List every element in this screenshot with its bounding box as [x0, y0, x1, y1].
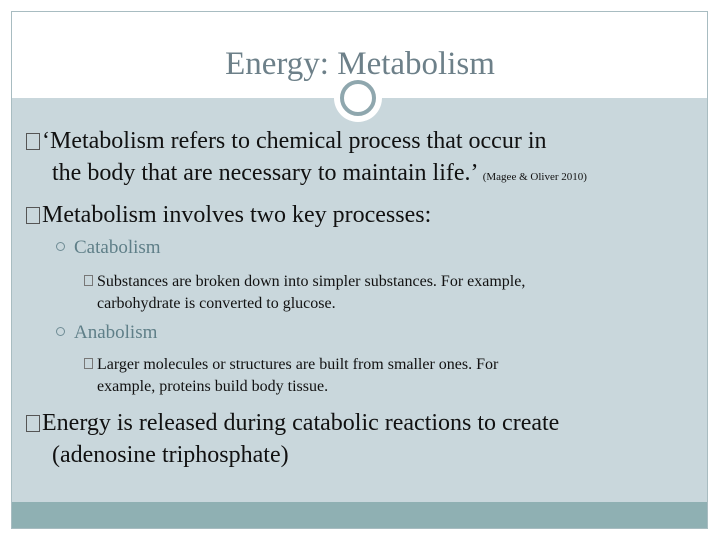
bullet-1-text-1: ‘Metabolism refers to chemical process t…: [42, 128, 547, 154]
sub-bullet-catabolism: Catabolism: [56, 237, 161, 259]
citation: (Magee & Oliver 2010): [482, 171, 587, 183]
bullet-box-icon: [26, 415, 40, 432]
bullet-box-icon: [26, 207, 40, 224]
bullet-box-icon: [26, 133, 40, 150]
catabolism-detail-line-2: carbohydrate is converted to glucose.: [97, 295, 336, 313]
bullet-3-text-2: (adenosine triphosphate): [52, 442, 289, 468]
catabolism-detail-line-1: Substances are broken down into simpler …: [84, 273, 525, 291]
bullet-box-icon: [84, 275, 93, 286]
bullet-1-line-2: the body that are necessary to maintain …: [52, 160, 587, 187]
anabolism-label: Anabolism: [74, 322, 158, 343]
bullet-box-icon: [84, 358, 93, 369]
ring-bullet-icon: [56, 327, 65, 336]
anabolism-detail-text-2: example, proteins build body tissue.: [97, 378, 329, 395]
catabolism-label: Catabolism: [74, 237, 161, 258]
anabolism-detail-line-1: Larger molecules or structures are built…: [84, 356, 498, 374]
sub-bullet-anabolism: Anabolism: [56, 322, 157, 344]
bullet-3-line-1: Energy is released during catabolic reac…: [26, 410, 559, 437]
catabolism-detail-text-2: carbohydrate is converted to glucose.: [97, 295, 336, 312]
slide-frame: [11, 11, 708, 529]
divider-ornament-icon: [340, 80, 376, 116]
footer-bar: [12, 502, 708, 528]
anabolism-detail-text-1: Larger molecules or structures are built…: [97, 356, 499, 373]
bullet-2-text: Metabolism involves two key processes:: [42, 202, 432, 228]
content-area: [12, 98, 708, 502]
bullet-3-line-2: (adenosine triphosphate): [52, 442, 289, 469]
bullet-1-text-2: the body that are necessary to maintain …: [52, 160, 477, 186]
ring-bullet-icon: [56, 242, 65, 251]
bullet-3-text-1: Energy is released during catabolic reac…: [42, 410, 560, 436]
bullet-1-line-1: ‘Metabolism refers to chemical process t…: [26, 128, 546, 155]
bullet-2-line-1: Metabolism involves two key processes:: [26, 202, 431, 229]
catabolism-detail-text-1: Substances are broken down into simpler …: [97, 273, 526, 290]
anabolism-detail-line-2: example, proteins build body tissue.: [97, 378, 328, 396]
